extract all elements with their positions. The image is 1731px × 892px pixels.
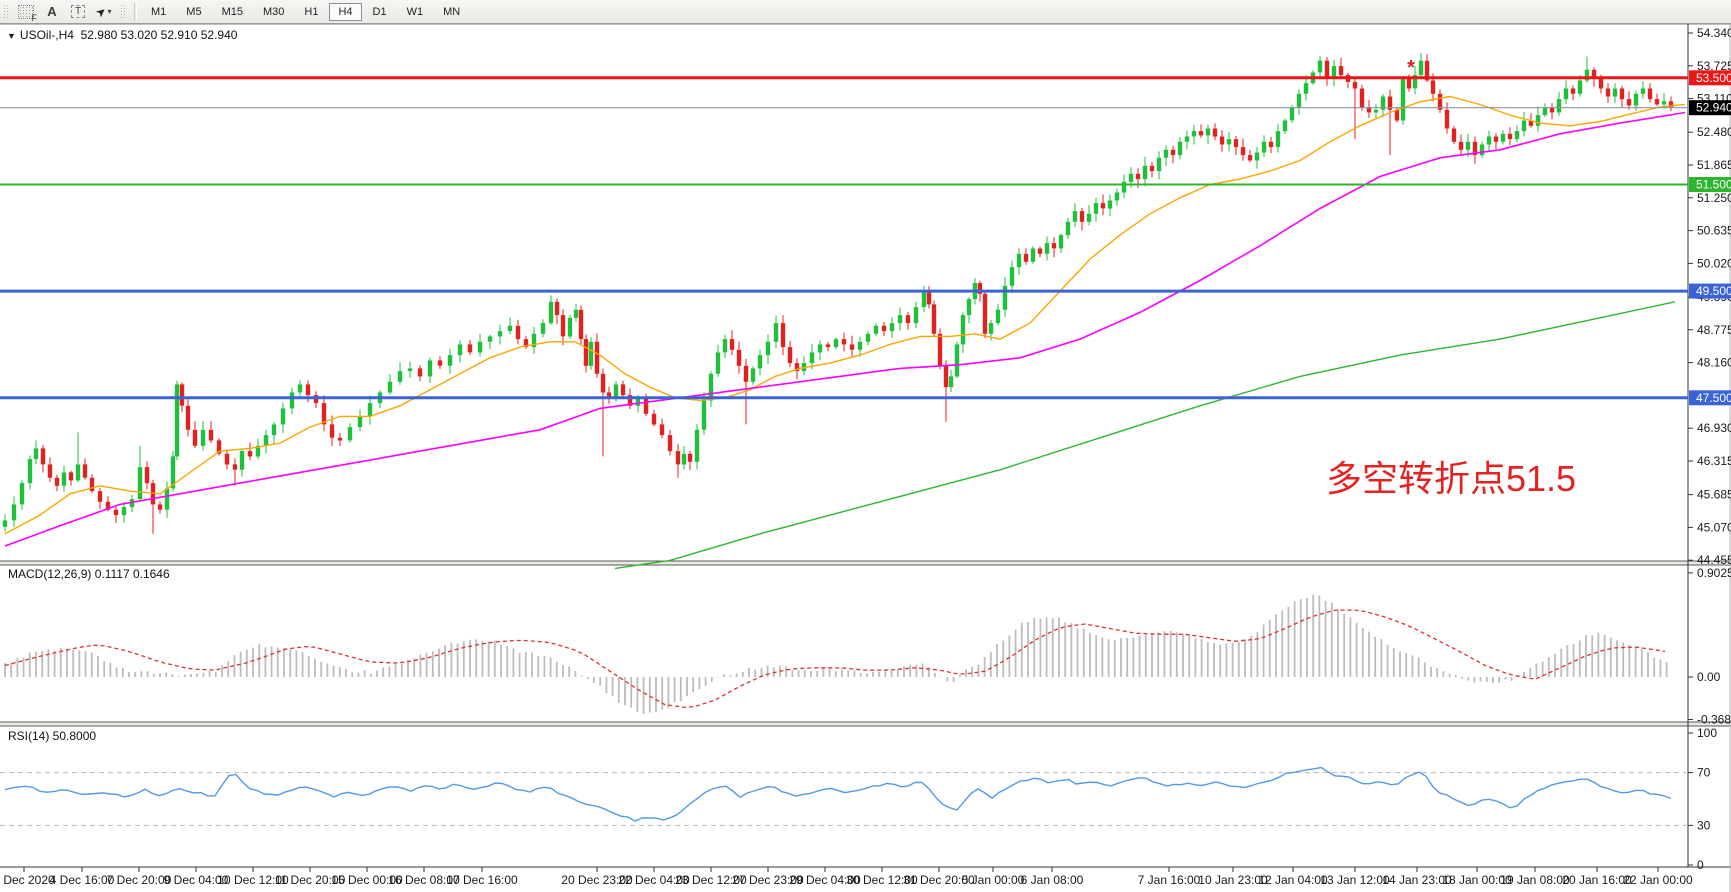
svg-text:10 Dec 12:00: 10 Dec 12:00 xyxy=(217,873,289,887)
svg-text:19 Jan 08:00: 19 Jan 08:00 xyxy=(1500,873,1570,887)
symbol-period-label: USOil-,H4 xyxy=(19,28,74,42)
svg-text:9 Dec 04:00: 9 Dec 04:00 xyxy=(164,873,229,887)
svg-text:17 Dec 16:00: 17 Dec 16:00 xyxy=(446,873,518,887)
svg-text:46.930: 46.930 xyxy=(1697,421,1731,435)
svg-text:13 Jan 12:00: 13 Jan 12:00 xyxy=(1320,873,1390,887)
ma-slow-line xyxy=(614,301,1676,570)
svg-text:53.725: 53.725 xyxy=(1697,59,1731,73)
svg-text:18 Jan 00:00: 18 Jan 00:00 xyxy=(1442,873,1512,887)
freehand-grid-icon[interactable]: F xyxy=(13,1,39,23)
svg-text:0.00: 0.00 xyxy=(1697,670,1721,684)
main-toolbar: F A T ➤ ▾ M1 M5 M15 M30 H1 H4 D1 W1 MN xyxy=(0,0,1731,24)
svg-text:10 Jan 23:00: 10 Jan 23:00 xyxy=(1198,873,1268,887)
svg-text:44.455: 44.455 xyxy=(1697,553,1731,567)
collapse-chart-icon[interactable]: ▼ xyxy=(7,31,16,41)
svg-text:4 Dec 16:00: 4 Dec 16:00 xyxy=(50,873,115,887)
timeframe-button-m30[interactable]: M30 xyxy=(262,5,285,18)
svg-text:45.070: 45.070 xyxy=(1697,520,1731,534)
svg-text:49.500: 49.500 xyxy=(1696,284,1731,298)
svg-text:22 Dec 04:00: 22 Dec 04:00 xyxy=(618,873,690,887)
svg-text:51.500: 51.500 xyxy=(1696,178,1731,192)
svg-text:0: 0 xyxy=(1697,858,1704,872)
ohlc-values: 52.980 53.020 52.910 52.940 xyxy=(80,28,238,42)
horizontal-line-objects[interactable] xyxy=(0,76,1688,400)
svg-text:53.500: 53.500 xyxy=(1696,71,1731,85)
svg-text:23 Dec 12:00: 23 Dec 12:00 xyxy=(675,873,747,887)
timeframe-button-mn[interactable]: MN xyxy=(443,5,461,18)
text-label-icon[interactable]: A xyxy=(47,4,57,19)
svg-text:5 Jan 00:00: 5 Jan 00:00 xyxy=(962,873,1025,887)
svg-text:100: 100 xyxy=(1697,726,1717,740)
rsi-axis-ticks: 100 70 30 0 xyxy=(1688,726,1717,872)
svg-text:48.775: 48.775 xyxy=(1697,323,1731,337)
svg-text:51.865: 51.865 xyxy=(1697,158,1731,172)
chart-annotation-text: 多空转折点51.5 xyxy=(1326,458,1577,499)
timeframe-button-w1[interactable]: W1 xyxy=(406,5,424,18)
timeframe-button-m5[interactable]: M5 xyxy=(186,5,202,18)
svg-text:3 Dec 2020: 3 Dec 2020 xyxy=(0,873,55,887)
svg-text:30: 30 xyxy=(1697,818,1711,832)
svg-text:54.340: 54.340 xyxy=(1697,26,1731,40)
svg-text:7 Dec 20:00: 7 Dec 20:00 xyxy=(107,873,172,887)
svg-text:47.500: 47.500 xyxy=(1696,391,1731,405)
sell-signal-star-icon: * xyxy=(1407,57,1415,79)
svg-text:14 Jan 23:00: 14 Jan 23:00 xyxy=(1382,873,1452,887)
svg-text:7 Jan 16:00: 7 Jan 16:00 xyxy=(1138,873,1201,887)
chart-background xyxy=(0,23,1731,892)
timeframe-button-m15[interactable]: M15 xyxy=(221,5,243,18)
text-box-icon[interactable]: T xyxy=(65,1,91,22)
macd-histogram xyxy=(4,594,1668,715)
svg-text:31 Dec 20:00: 31 Dec 20:00 xyxy=(903,873,975,887)
timeframe-button-m1[interactable]: M1 xyxy=(151,5,167,18)
svg-text:20 Dec 23:00: 20 Dec 23:00 xyxy=(561,873,633,887)
rsi-indicator-label: RSI(14) 50.8000 xyxy=(8,729,97,743)
svg-text:-0.3688: -0.3688 xyxy=(1697,713,1731,727)
svg-text:0.9025: 0.9025 xyxy=(1697,566,1731,580)
chevron-down-icon: ▾ xyxy=(107,7,112,16)
price-axis-tags: 53.500 51.500 49.500 47.500 52.940 xyxy=(1689,70,1731,406)
svg-text:70: 70 xyxy=(1697,766,1711,780)
ma-fast-line xyxy=(4,95,1686,535)
svg-text:45.685: 45.685 xyxy=(1697,488,1731,502)
svg-text:30 Dec 12:00: 30 Dec 12:00 xyxy=(846,873,918,887)
timeframe-button-h4[interactable]: H4 xyxy=(329,2,362,21)
svg-text:52.480: 52.480 xyxy=(1697,125,1731,139)
macd-indicator-label: MACD(12,26,9) 0.1117 0.1646 xyxy=(8,567,170,581)
candlestick-series xyxy=(2,52,1674,534)
rsi-line xyxy=(4,766,1672,822)
rsi-level-lines xyxy=(0,772,1688,826)
svg-text:20 Jan 16:00: 20 Jan 16:00 xyxy=(1562,873,1632,887)
svg-text:46.315: 46.315 xyxy=(1697,454,1731,468)
svg-text:16 Dec 08:00: 16 Dec 08:00 xyxy=(388,873,460,887)
svg-text:27 Dec 23:00: 27 Dec 23:00 xyxy=(732,873,804,887)
svg-text:52.940: 52.940 xyxy=(1696,101,1731,115)
svg-text:50.635: 50.635 xyxy=(1697,224,1731,238)
toolbar-separator xyxy=(134,3,137,20)
svg-text:50.020: 50.020 xyxy=(1697,256,1731,270)
svg-text:51.250: 51.250 xyxy=(1697,191,1731,205)
timeframe-button-d1[interactable]: D1 xyxy=(372,5,387,18)
arrow-tools-icon[interactable]: ➤ ▾ xyxy=(93,2,112,21)
svg-text:48.160: 48.160 xyxy=(1697,356,1731,370)
svg-text:6 Jan 08:00: 6 Jan 08:00 xyxy=(1021,873,1084,887)
svg-text:12 Jan 04:00: 12 Jan 04:00 xyxy=(1258,873,1328,887)
svg-text:11 Dec 20:00: 11 Dec 20:00 xyxy=(275,873,346,887)
toolbar-grip[interactable] xyxy=(3,3,10,20)
svg-text:29 Dec 04:00: 29 Dec 04:00 xyxy=(789,873,861,887)
timeframe-button-group: M1 M5 M15 M30 H1 H4 D1 W1 MN xyxy=(141,2,470,21)
svg-text:22 Jan 00:00: 22 Jan 00:00 xyxy=(1623,873,1693,887)
svg-text:15 Dec 00:00: 15 Dec 00:00 xyxy=(331,873,403,887)
toolbar-grip[interactable] xyxy=(120,3,127,20)
timeframe-button-h1[interactable]: H1 xyxy=(304,5,319,18)
ma-mid-line xyxy=(4,111,1686,547)
chart-title: ▼ USOil-,H4 52.980 53.020 52.910 52.940 xyxy=(7,28,237,42)
macd-axis-ticks: 0.9025 0.00 -0.3688 xyxy=(1688,566,1731,727)
